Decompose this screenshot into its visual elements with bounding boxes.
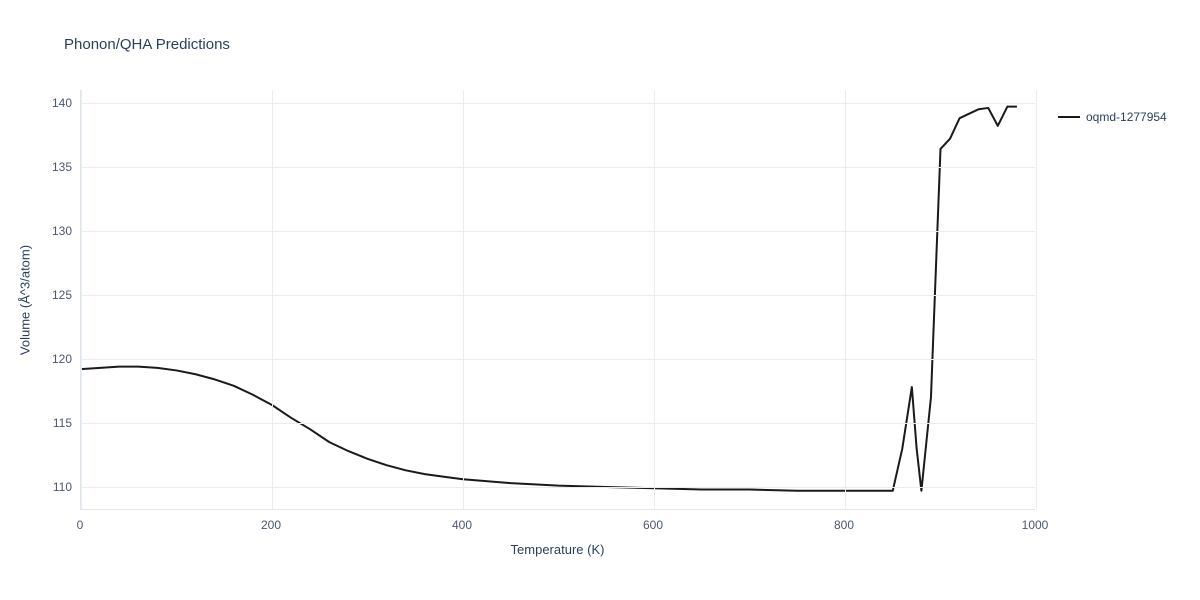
grid-line-h — [81, 423, 1035, 424]
x-tick-label: 800 — [834, 518, 854, 532]
grid-line-h — [81, 295, 1035, 296]
grid-line-v — [272, 90, 273, 509]
x-tick-label: 600 — [643, 518, 663, 532]
grid-line-h — [81, 487, 1035, 488]
x-tick-label: 200 — [261, 518, 281, 532]
y-tick-label: 140 — [40, 96, 72, 110]
y-tick-label: 125 — [40, 288, 72, 302]
x-tick-label: 1000 — [1022, 518, 1049, 532]
chart-container: { "chart": { "type": "line", "title": "P… — [0, 0, 1200, 600]
x-axis-label: Temperature (K) — [511, 542, 605, 557]
grid-line-h — [81, 359, 1035, 360]
y-tick-label: 115 — [40, 416, 72, 430]
y-tick-label: 135 — [40, 160, 72, 174]
legend: oqmd-1277954 — [1058, 110, 1167, 124]
y-axis-label: Volume (Å^3/atom) — [18, 245, 33, 355]
grid-line-v — [81, 90, 82, 509]
grid-line-v — [654, 90, 655, 509]
x-tick-label: 0 — [77, 518, 84, 532]
legend-swatch — [1058, 116, 1080, 118]
series-oqmd-1277954 — [81, 107, 1017, 491]
y-tick-label: 120 — [40, 352, 72, 366]
y-tick-label: 110 — [40, 480, 72, 494]
grid-line-v — [1036, 90, 1037, 509]
y-tick-label: 130 — [40, 224, 72, 238]
grid-line-h — [81, 231, 1035, 232]
line-series — [81, 90, 1036, 510]
grid-line-h — [81, 103, 1035, 104]
grid-line-v — [845, 90, 846, 509]
legend-label: oqmd-1277954 — [1086, 110, 1167, 124]
grid-line-h — [81, 167, 1035, 168]
chart-title: Phonon/QHA Predictions — [64, 36, 230, 53]
grid-line-v — [463, 90, 464, 509]
x-tick-label: 400 — [452, 518, 472, 532]
plot-area — [80, 90, 1035, 510]
